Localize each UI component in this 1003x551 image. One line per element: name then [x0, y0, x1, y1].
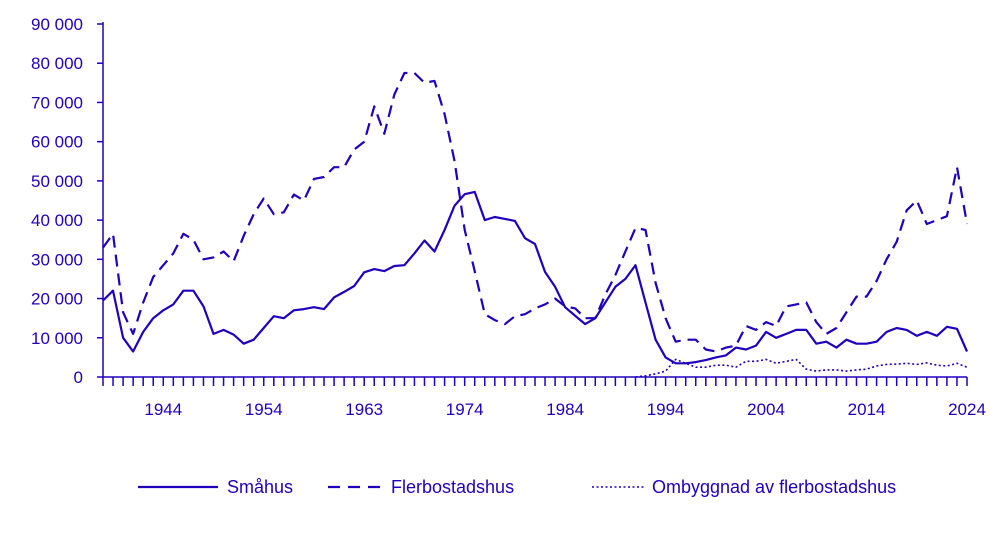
x-tick-label: 2004: [747, 400, 785, 419]
x-tick-label: 1994: [647, 400, 685, 419]
y-tick-label: 80 000: [31, 54, 83, 73]
x-tick-label: 1944: [144, 400, 182, 419]
y-axis: 0 10 000 20 000 30 000 40 000 50 000 60 000 70 …: [31, 15, 104, 387]
legend-item-2: Flerbostadshus: [328, 477, 514, 497]
y-tick-label: 90 000: [31, 15, 83, 34]
series-layer: [102, 71, 969, 378]
x-tick-label: 1974: [446, 400, 484, 419]
series-line-3: [635, 358, 968, 378]
y-tick-label: 60 000: [31, 133, 83, 152]
x-tick-label: 1984: [546, 400, 584, 419]
series-line-2: [102, 71, 969, 353]
legend-item-1: Småhus: [138, 477, 293, 497]
legend-item-3: Ombyggnad av flerbostadshus: [592, 477, 896, 497]
y-tick-label: 50 000: [31, 172, 83, 191]
x-tick-label: 1954: [245, 400, 283, 419]
legend-label: Småhus: [227, 477, 293, 497]
y-tick-label: 0: [74, 368, 83, 387]
legend: Småhus Flerbostadshus Ombyggnad av flerbos…: [138, 477, 896, 497]
x-tick-label: 2014: [848, 400, 886, 419]
y-tick-label: 40 000: [31, 211, 83, 230]
y-tick-label: 20 000: [31, 290, 83, 309]
x-tick-label: 2024: [948, 400, 986, 419]
y-tick-label: 70 000: [31, 93, 83, 112]
x-axis: 1944 1954 1963 1974 1984 1994 2004 2014 2024: [102, 376, 986, 419]
y-tick-label: 10 000: [31, 329, 83, 348]
series-line-1: [102, 190, 969, 365]
y-tick-label: 30 000: [31, 250, 83, 269]
x-tick-label: 1963: [345, 400, 383, 419]
legend-label: Ombyggnad av flerbostadshus: [652, 477, 896, 497]
legend-label: Flerbostadshus: [391, 477, 514, 497]
